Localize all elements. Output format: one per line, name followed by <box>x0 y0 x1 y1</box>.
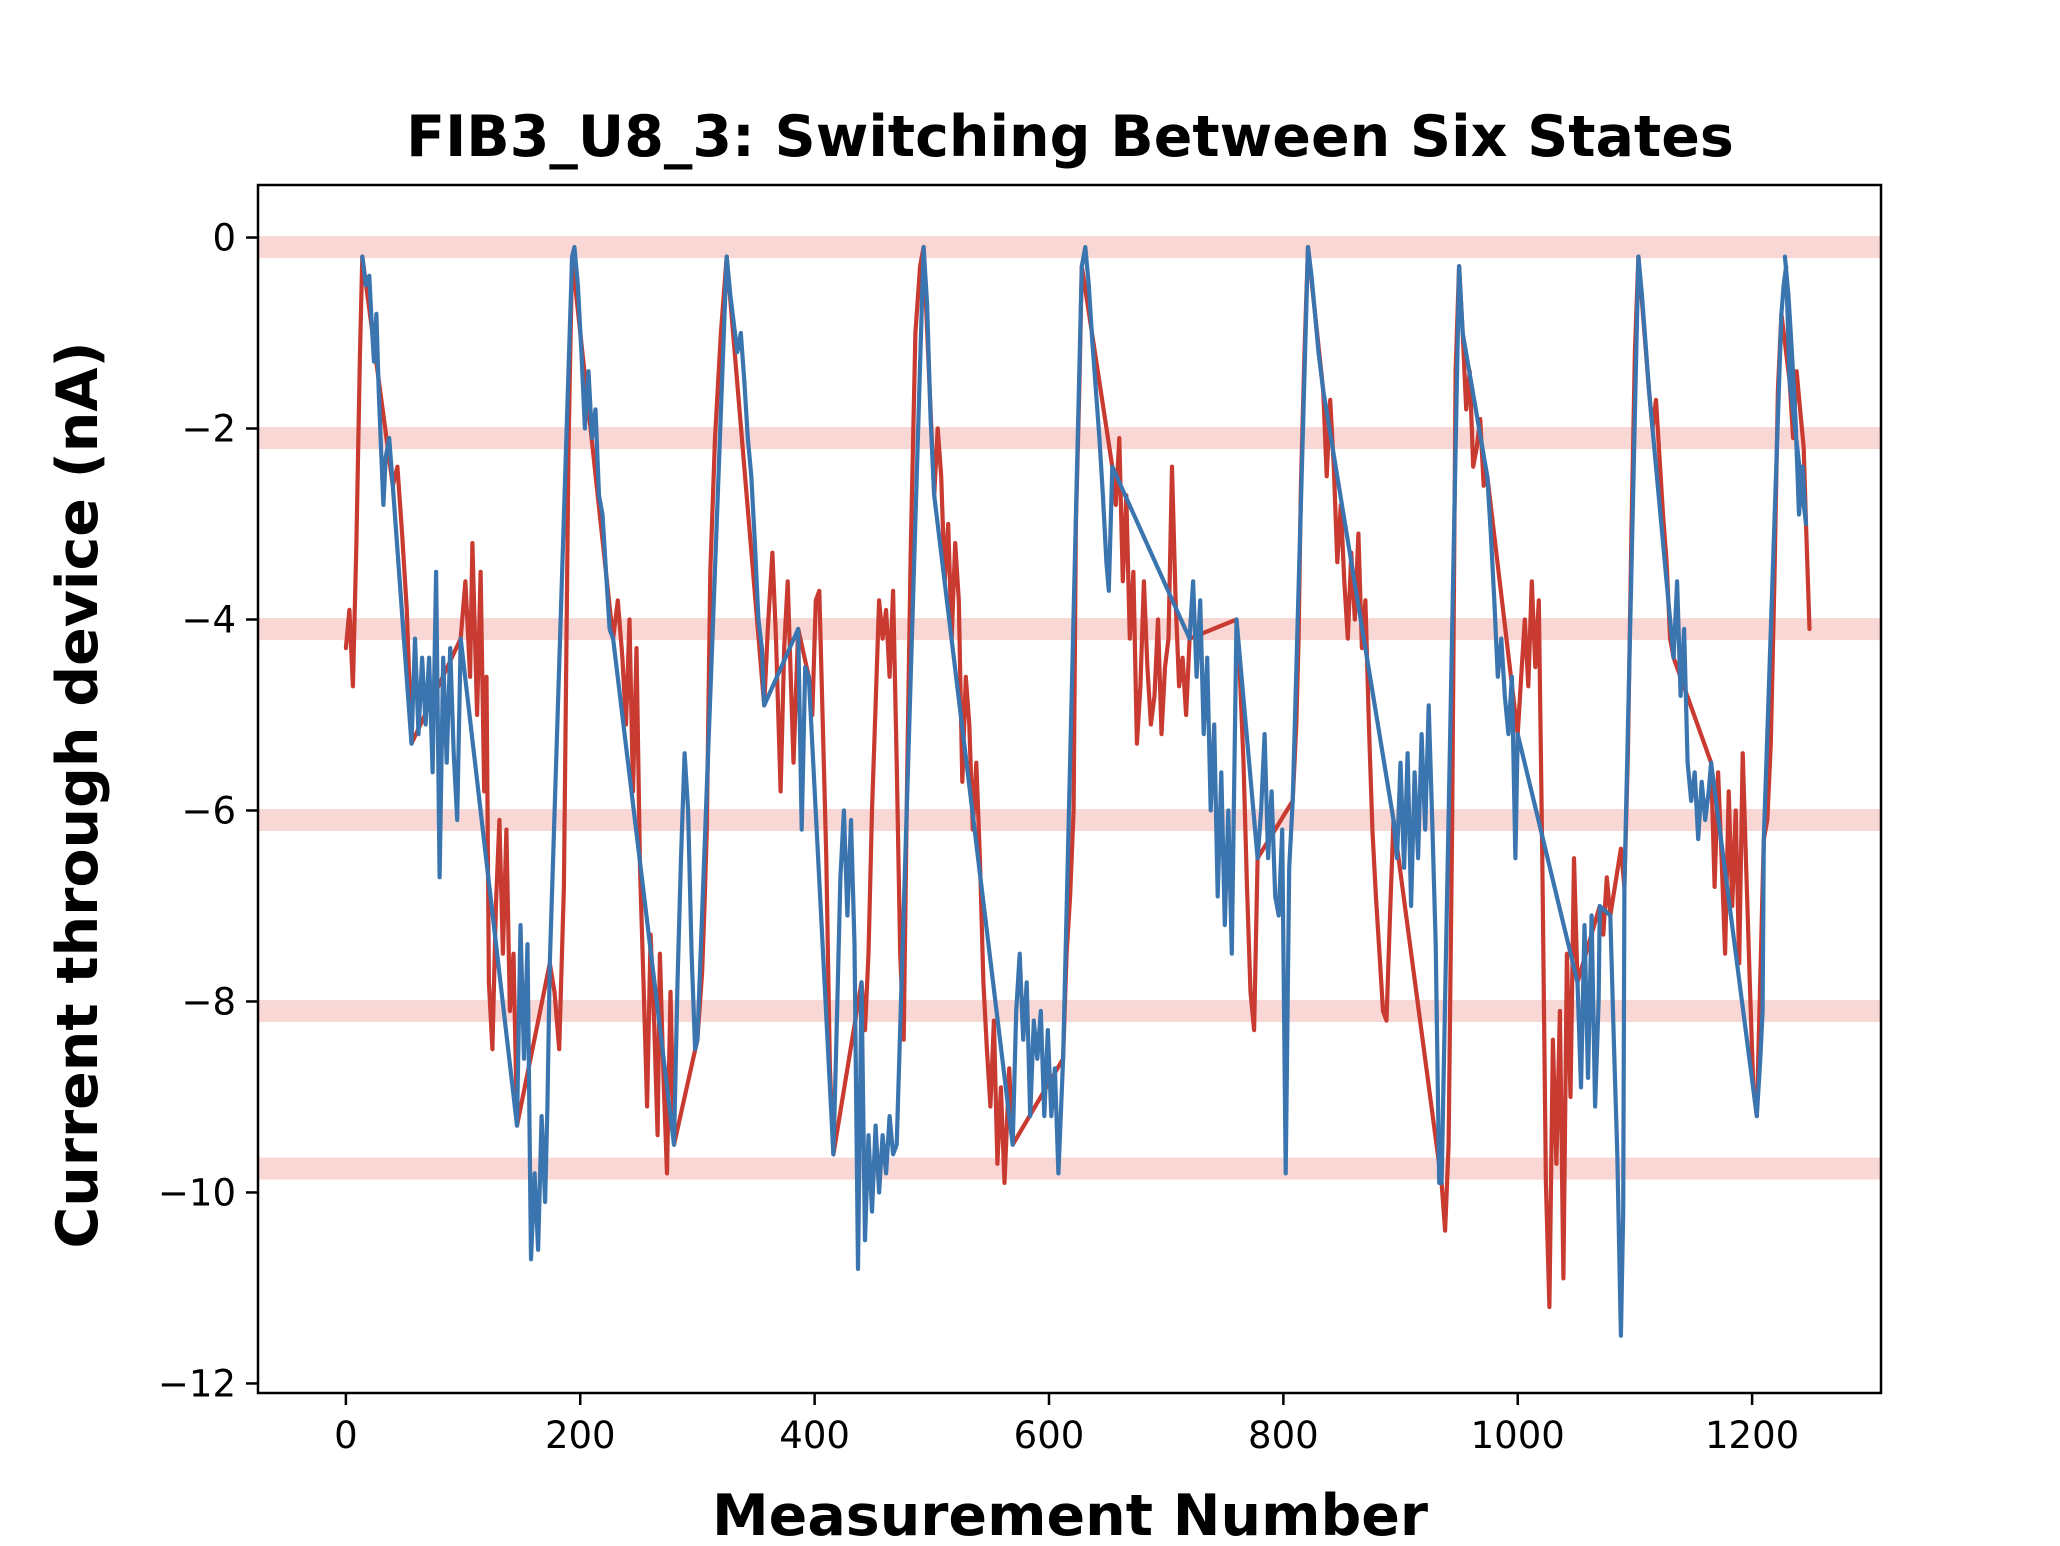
state-band-2 <box>258 427 1881 450</box>
y-tick-label: −6 <box>181 789 236 832</box>
y-tick-label: 0 <box>212 217 236 260</box>
x-tick-label: 0 <box>334 1414 358 1457</box>
y-axis-ticks: 0 −2 −4 −6 −8 −10 −12 <box>158 217 258 1405</box>
x-tick-label: 200 <box>545 1414 616 1457</box>
y-axis-label: Current through device (nA) <box>45 341 111 1248</box>
x-tick-label: 600 <box>1014 1414 1085 1457</box>
x-tick-label: 800 <box>1248 1414 1319 1457</box>
y-tick-label: −10 <box>158 1171 236 1214</box>
x-tick-label: 1200 <box>1705 1414 1799 1457</box>
series-layer <box>343 245 1812 1338</box>
plot-frame <box>256 183 1883 1395</box>
y-tick-label: −8 <box>181 980 236 1023</box>
x-tick-label: 1000 <box>1471 1414 1565 1457</box>
state-band-3 <box>258 618 1881 641</box>
series-line-2 <box>360 245 1809 1338</box>
x-axis-label: Measurement Number <box>712 1483 1428 1546</box>
y-tick-label: −12 <box>158 1362 236 1405</box>
x-axis-ticks: 0 200 400 600 800 1000 1200 <box>334 1393 1799 1457</box>
y-tick-label: −2 <box>181 408 236 451</box>
state-band-6 <box>258 1157 1881 1180</box>
state-band-1 <box>258 236 1881 259</box>
chart-title: FIB3_U8_3: Switching Between Six States <box>406 104 1734 170</box>
x-tick-label: 400 <box>779 1414 850 1457</box>
y-tick-label: −4 <box>181 598 236 641</box>
